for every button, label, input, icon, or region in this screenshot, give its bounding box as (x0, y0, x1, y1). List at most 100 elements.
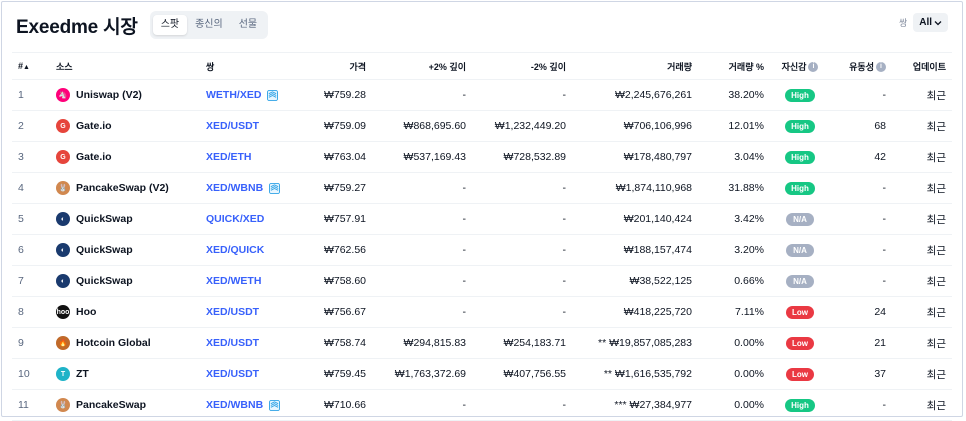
source-name[interactable]: Hoo (76, 306, 97, 318)
source-cell[interactable]: ◐ QuickSwap (50, 265, 200, 297)
table-row[interactable]: 11 🐰 PancakeSwap XED/WBNB ₩710.66- - *** ₩27,3… (12, 389, 952, 421)
table-row[interactable]: 7 ◐ QuickSwap XED/WETH ₩758.60- - ₩38,522,125 0… (12, 265, 952, 297)
pair-cell[interactable]: XED/QUICK (200, 234, 310, 266)
column-header-volume[interactable]: 거래량 (572, 52, 698, 80)
tab-spot[interactable]: 스팟 (152, 15, 188, 35)
column-header-pair[interactable]: 쌍 (200, 52, 310, 80)
column-header-price[interactable]: 가격 (310, 52, 372, 80)
source-cell[interactable]: 🔥 Hotcoin Global (50, 327, 200, 359)
column-header-updated[interactable]: 업데이트 (892, 52, 952, 80)
pair-link[interactable]: XED/USDT (206, 337, 260, 349)
table-row[interactable]: 8 hoo Hoo XED/USDT ₩756.67- - ₩418,225,720 7.11… (12, 296, 952, 328)
pair-link[interactable]: QUICK/XED (206, 213, 265, 225)
pair-cell[interactable]: XED/USDT (200, 296, 310, 328)
updated-cell: 최근 (892, 79, 952, 111)
rank-cell: 1 (12, 79, 50, 111)
table-row[interactable]: 5 ◐ QuickSwap QUICK/XED ₩757.91- - ₩201,140,42… (12, 203, 952, 235)
column-header-rank[interactable]: #▲ (12, 52, 50, 80)
source-name[interactable]: QuickSwap (76, 213, 133, 225)
volume-cell: ₩178,480,797 (572, 141, 698, 173)
table-row[interactable]: 10 T ZT XED/USDT ₩759.45 ₩1,763,372.69 ₩407,75… (12, 358, 952, 390)
source-name[interactable]: QuickSwap (76, 275, 133, 287)
table-row[interactable]: 2 G Gate.io XED/USDT ₩759.09 ₩868,695.60 ₩1,23… (12, 110, 952, 142)
pair-cell[interactable]: XED/USDT (200, 358, 310, 390)
volume-cell: ₩188,157,474 (572, 234, 698, 266)
tab-perpetual[interactable]: 종신의 (195, 19, 223, 30)
liquidity-cell: - (830, 389, 892, 421)
column-header-liquidity[interactable]: 유동성 i (830, 52, 892, 80)
pair-link[interactable]: XED/WBNB (206, 399, 264, 411)
confidence-badge: High (785, 119, 815, 133)
table-row[interactable]: 6 ◐ QuickSwap XED/QUICK ₩762.56- - ₩188,157,47… (12, 234, 952, 266)
pair-link[interactable]: WETH/XED (206, 89, 262, 101)
column-header-depth-minus[interactable]: -2% 깊이 (472, 52, 572, 80)
pair-cell[interactable]: QUICK/XED (200, 203, 310, 235)
source-cell[interactable]: hoo Hoo (50, 296, 200, 328)
volume-cell: ₩418,225,720 (572, 296, 698, 328)
price-cell: ₩758.74 (310, 327, 372, 359)
pair-filter-dropdown[interactable]: All (913, 13, 948, 32)
liquidity-cell: - (830, 234, 892, 266)
pair-cell[interactable]: XED/USDT (200, 327, 310, 359)
pair-cell[interactable]: XED/WBNB (200, 389, 310, 421)
price-cell: ₩758.60 (310, 265, 372, 297)
confidence-badge: High (785, 181, 815, 195)
table-row[interactable]: 9 🔥 Hotcoin Global XED/USDT ₩758.74 ₩294,815.… (12, 327, 952, 359)
pair-link[interactable]: XED/QUICK (206, 244, 265, 256)
dex-pair-icon[interactable] (269, 182, 281, 194)
table-row[interactable]: 4 🐰 PancakeSwap (V2) XED/WBNB ₩759.27- - ₩1,87… (12, 172, 952, 204)
source-cell[interactable]: 🐰 PancakeSwap (V2) (50, 172, 200, 204)
updated-cell: 최근 (892, 296, 952, 328)
volume-pct-cell: 7.11% (698, 296, 770, 328)
column-header-depth-plus[interactable]: +2% 깊이 (372, 52, 472, 80)
pair-cell[interactable]: XED/USDT (200, 110, 310, 142)
pair-link[interactable]: XED/WBNB (206, 182, 264, 194)
liquidity-cell: - (830, 79, 892, 111)
source-cell[interactable]: ◐ QuickSwap (50, 203, 200, 235)
column-header-volume-pct[interactable]: 거래량 % (698, 52, 770, 80)
dex-pair-icon[interactable] (269, 399, 281, 411)
pair-cell[interactable]: WETH/XED (200, 79, 310, 111)
depth-plus-cell: ₩1,763,372.69 (372, 358, 472, 390)
pair-cell[interactable]: XED/WBNB (200, 172, 310, 204)
pair-link[interactable]: XED/ETH (206, 151, 252, 163)
source-cell[interactable]: T ZT (50, 358, 200, 390)
source-cell[interactable]: G Gate.io (50, 141, 200, 173)
source-name[interactable]: Hotcoin Global (76, 337, 151, 349)
pair-link[interactable]: XED/USDT (206, 368, 260, 380)
pair-cell[interactable]: XED/ETH (200, 141, 310, 173)
source-name[interactable]: QuickSwap (76, 244, 133, 256)
depth-plus-cell: - (372, 79, 472, 111)
volume-cell: ₩706,106,996 (572, 110, 698, 142)
depth-plus-cell: - (372, 265, 472, 297)
info-icon[interactable]: i (808, 62, 819, 73)
column-header-confidence[interactable]: 자신감 i (770, 52, 830, 80)
pair-cell[interactable]: XED/WETH (200, 265, 310, 297)
table-row[interactable]: 3 G Gate.io XED/ETH ₩763.04 ₩537,169.43 ₩728,5… (12, 141, 952, 173)
rank-cell: 5 (12, 203, 50, 235)
price-cell: ₩762.56 (310, 234, 372, 266)
source-name[interactable]: Gate.io (76, 151, 112, 163)
price-cell: ₩759.28 (310, 79, 372, 111)
pair-link[interactable]: XED/WETH (206, 275, 262, 287)
info-icon[interactable]: i (876, 62, 886, 73)
pair-link[interactable]: XED/USDT (206, 306, 260, 318)
table-row[interactable]: 1 🦄 Uniswap (V2) WETH/XED ₩759.28- - ₩2,245,67… (12, 79, 952, 111)
confidence-badge: Low (786, 336, 814, 350)
volume-pct-cell: 31.88% (698, 172, 770, 204)
pair-link[interactable]: XED/USDT (206, 120, 260, 132)
confidence-badge: N/A (786, 243, 814, 257)
source-name[interactable]: ZT (76, 368, 89, 380)
dex-pair-icon[interactable] (267, 89, 279, 101)
source-name[interactable]: Gate.io (76, 120, 112, 132)
column-header-source[interactable]: 소스 (50, 52, 200, 80)
source-cell[interactable]: 🐰 PancakeSwap (50, 389, 200, 421)
depth-minus-cell: - (472, 203, 572, 235)
source-name[interactable]: Uniswap (V2) (76, 89, 142, 101)
source-cell[interactable]: G Gate.io (50, 110, 200, 142)
source-name[interactable]: PancakeSwap (V2) (76, 182, 169, 194)
source-name[interactable]: PancakeSwap (76, 399, 147, 411)
tab-futures[interactable]: 선물 (238, 19, 258, 30)
source-cell[interactable]: 🦄 Uniswap (V2) (50, 79, 200, 111)
source-cell[interactable]: ◐ QuickSwap (50, 234, 200, 266)
